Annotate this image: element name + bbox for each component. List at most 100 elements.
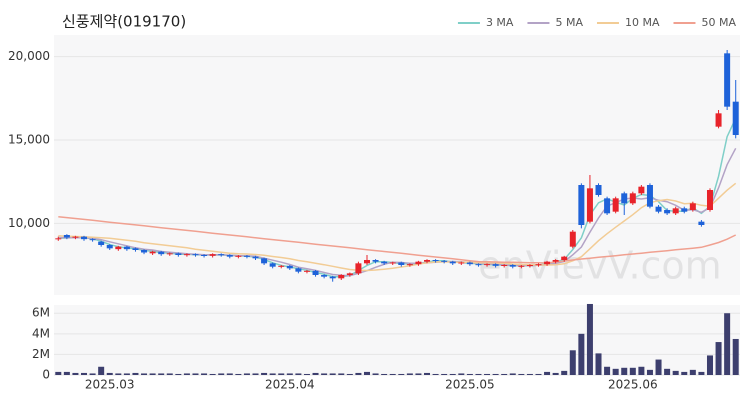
volume-tick-label: 2M: [32, 347, 50, 361]
candle-body: [372, 260, 379, 262]
candle-body: [286, 265, 293, 269]
legend-label: 3 MA: [486, 16, 514, 29]
volume-bar: [732, 338, 739, 375]
candle-body: [98, 241, 105, 245]
volume-tick-label: 4M: [32, 326, 50, 340]
volume-bar: [552, 372, 559, 375]
candle-body: [458, 262, 465, 264]
candle-body: [569, 231, 576, 247]
volume-bar: [604, 366, 611, 375]
volume-bar: [235, 373, 242, 375]
candle-body: [621, 193, 628, 204]
candle-body: [398, 262, 405, 265]
volume-bar: [295, 373, 302, 375]
volume-bar: [252, 373, 259, 375]
volume-bar: [526, 373, 533, 375]
candle-body: [526, 265, 533, 266]
legend-label: 5 MA: [555, 16, 583, 29]
candle-body: [672, 208, 679, 214]
volume-tick-label: 0: [42, 368, 50, 382]
candle-body: [432, 260, 439, 261]
volume-bar: [535, 373, 542, 375]
legend-label: 10 MA: [625, 16, 660, 29]
candle-body: [235, 255, 242, 257]
candle-body: [415, 261, 422, 265]
volume-bar: [449, 373, 456, 375]
candle-body: [132, 248, 139, 250]
volume-bar: [329, 373, 336, 375]
candle-body: [492, 264, 499, 266]
volume-bar: [441, 373, 448, 375]
volume-bar: [501, 373, 508, 375]
candle-body: [629, 193, 636, 204]
candle-body: [321, 275, 328, 277]
candle-body: [63, 235, 70, 238]
volume-bar: [192, 373, 199, 375]
volume-bar: [706, 355, 713, 375]
volume-bar: [586, 303, 593, 375]
volume-bar: [724, 313, 731, 375]
volume-bar: [321, 373, 328, 375]
candle-body: [175, 253, 182, 255]
volume-bar: [363, 371, 370, 375]
volume-bar: [415, 373, 422, 375]
volume-bar: [398, 373, 405, 375]
candle-body: [698, 221, 705, 225]
candle-body: [646, 185, 653, 207]
legend-label: 50 MA: [701, 16, 736, 29]
candle-body: [441, 260, 448, 262]
volume-bar: [578, 333, 585, 375]
volume-bar: [201, 373, 208, 375]
candle-body: [209, 254, 216, 256]
candle-body: [578, 185, 585, 225]
candle-body: [252, 256, 259, 259]
candle-body: [681, 208, 688, 212]
candle-body: [586, 188, 593, 222]
volume-bar: [355, 372, 362, 375]
candle-body: [55, 238, 62, 240]
candle-body: [329, 276, 336, 279]
candle-body: [226, 255, 233, 257]
volume-tick-label: 6M: [32, 306, 50, 320]
candle-body: [106, 245, 113, 249]
volume-bar: [518, 373, 525, 375]
volume-bar: [466, 373, 473, 375]
candle-body: [518, 265, 525, 267]
volume-bar: [561, 370, 568, 375]
candle-body: [655, 206, 662, 212]
x-tick-label: 2025.04: [265, 378, 315, 392]
candle-body: [475, 264, 482, 266]
candle-body: [123, 246, 130, 250]
candle-body: [158, 251, 165, 255]
candle-body: [552, 260, 559, 262]
volume-bar: [55, 371, 62, 375]
volume-bar: [183, 373, 190, 375]
volume-bar: [681, 371, 688, 375]
volume-bar: [381, 373, 388, 375]
volume-bar: [89, 373, 96, 375]
volume-bar: [346, 373, 353, 375]
volume-bar: [689, 369, 696, 375]
candle-body: [389, 262, 396, 264]
volume-bar: [98, 366, 105, 375]
candle-body: [149, 251, 156, 254]
volume-bar: [166, 373, 173, 375]
candle-body: [724, 53, 731, 107]
volume-bar: [629, 367, 636, 375]
candle-body: [261, 258, 268, 264]
volume-bar: [175, 373, 182, 375]
volume-bar: [715, 342, 722, 375]
volume-bar: [261, 372, 268, 375]
candle-body: [509, 265, 516, 267]
volume-bar: [432, 373, 439, 375]
volume-bar: [698, 371, 705, 375]
candle-body: [595, 185, 602, 195]
volume-bar: [312, 372, 319, 375]
volume-bar: [243, 373, 250, 375]
candle-body: [706, 190, 713, 210]
candle-body: [689, 203, 696, 210]
candle-body: [604, 198, 611, 214]
volume-bar: [115, 373, 122, 375]
volume-bar: [492, 373, 499, 375]
candle-body: [338, 275, 345, 279]
